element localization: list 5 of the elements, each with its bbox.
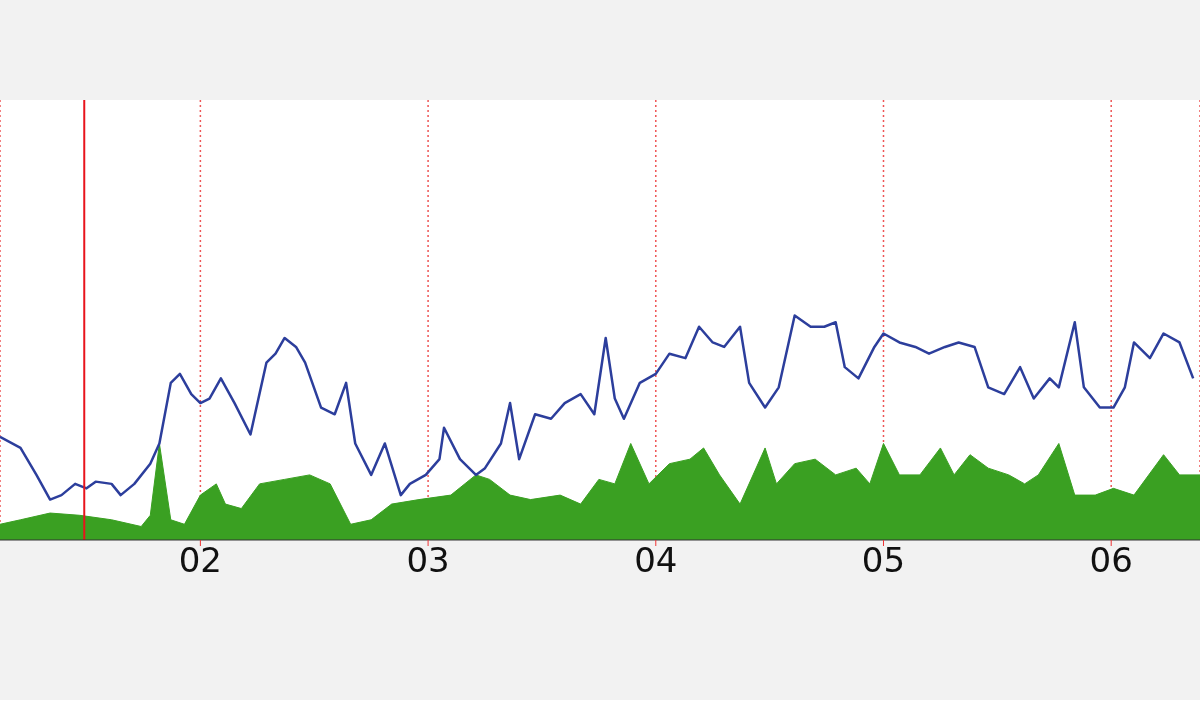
x-tick-label: 04 xyxy=(634,540,678,581)
x-tick-label: 06 xyxy=(1089,540,1133,581)
x-tick-label: 05 xyxy=(861,540,906,581)
x-tick-label: 02 xyxy=(178,540,223,581)
x-tick-label: 03 xyxy=(406,540,450,581)
